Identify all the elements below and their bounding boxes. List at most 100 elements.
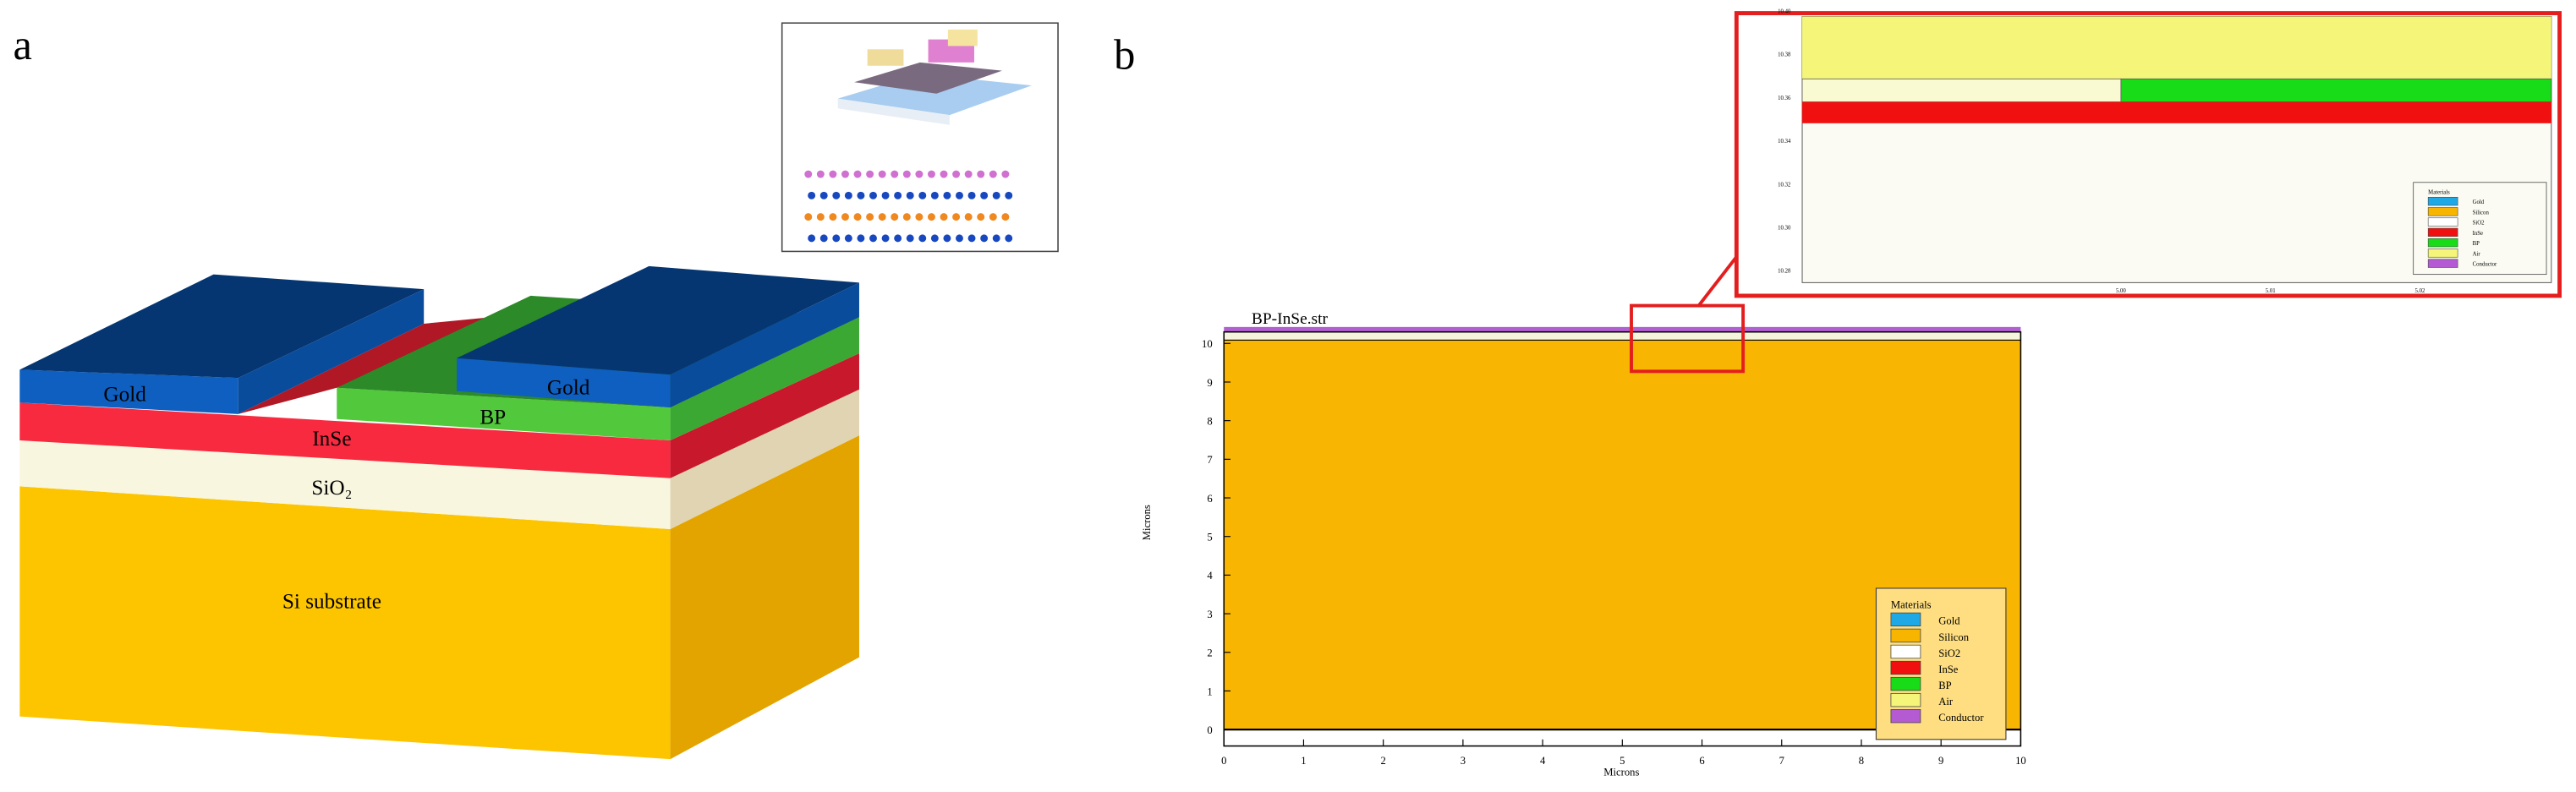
atom <box>980 191 989 199</box>
atom <box>902 170 911 178</box>
legend-title: Materials <box>2428 189 2450 195</box>
layer-label: Si substrate <box>282 589 381 613</box>
y-tick-label: 6 <box>1207 493 1212 505</box>
atom <box>906 191 914 199</box>
stack-layers <box>1223 331 2021 341</box>
atom <box>804 213 813 221</box>
legend-swatch <box>1890 692 1921 707</box>
atom <box>844 191 852 199</box>
atom <box>891 213 899 221</box>
atom <box>992 191 1000 199</box>
atom <box>940 213 948 221</box>
atom <box>940 170 948 178</box>
atom <box>808 191 816 199</box>
atom <box>819 191 828 199</box>
atom <box>989 170 997 178</box>
legend: Materials Gold Silicon SiO2 InSe BP Air Conduc… <box>1875 587 2007 740</box>
atom <box>881 191 890 199</box>
atom <box>1001 170 1010 178</box>
atom <box>832 234 841 243</box>
atom <box>927 170 935 178</box>
legend-swatch <box>1890 676 1921 691</box>
layer-label: Gold <box>103 382 146 406</box>
x-tick-label: 5.02 <box>2415 288 2425 294</box>
atom <box>980 234 989 243</box>
y-tick-label: 10.30 <box>1778 226 1791 232</box>
x-tick-label: 7 <box>1779 755 1784 767</box>
atom <box>915 170 924 178</box>
atom <box>902 213 911 221</box>
legend-label: Silicon <box>2473 210 2490 216</box>
atom <box>866 213 874 221</box>
x-tick-label: 8 <box>1859 755 1864 767</box>
atom <box>956 191 963 199</box>
atom <box>819 234 828 243</box>
x-tick-label: 5 <box>1620 755 1625 767</box>
legend-swatch <box>1890 612 1921 627</box>
zoom-inset: 10.28 10.30 10.32 10.34 10.36 10.38 10.40 5.00 5… <box>1734 9 2562 298</box>
legend-label: InSe <box>2473 231 2483 237</box>
layer-label: BP <box>480 406 506 429</box>
x-tick-label: 5.01 <box>2266 288 2276 294</box>
atom <box>853 170 862 178</box>
atom <box>952 170 961 178</box>
atom <box>977 170 985 178</box>
legend-swatch <box>1890 660 1921 675</box>
conductor-layer <box>1224 326 2021 332</box>
legend-label: Gold <box>2473 199 2485 205</box>
legend-label: BP <box>1938 680 1951 691</box>
atom <box>878 170 886 178</box>
y-tick-label: 10.40 <box>1778 9 1791 15</box>
y-tick-label: 5 <box>1207 532 1212 543</box>
atom <box>964 170 973 178</box>
atom <box>816 213 825 221</box>
atom <box>891 170 899 178</box>
x-tick-label: 2 <box>1381 755 1386 767</box>
x-tick-label: 3 <box>1461 755 1466 767</box>
legend-swatch <box>2427 249 2458 258</box>
atom <box>964 213 973 221</box>
atom <box>1005 234 1013 243</box>
y-tick-label: 10.34 <box>1778 139 1791 145</box>
legend-label: InSe <box>1938 664 1959 675</box>
layer-label: SiO₂ <box>311 476 352 500</box>
atom <box>918 191 927 199</box>
y-tick-label: 10.28 <box>1778 269 1791 275</box>
legend-label: Conductor <box>2473 262 2497 268</box>
legend-swatch <box>2427 238 2458 248</box>
atom <box>906 234 914 243</box>
legend-label: Silicon <box>1938 631 1969 643</box>
y-tick-label: 1 <box>1207 685 1212 697</box>
inset-image <box>781 22 1059 253</box>
atom <box>992 234 1000 243</box>
x-tick-label: 1 <box>1301 755 1306 767</box>
y-tick-label: 8 <box>1207 416 1212 428</box>
x-tick-label: 9 <box>1938 755 1943 767</box>
atom <box>1001 213 1010 221</box>
atom <box>857 234 865 243</box>
atom <box>808 234 816 243</box>
atom <box>930 191 939 199</box>
legend-title: Materials <box>1891 598 1932 610</box>
y-tick-label: 4 <box>1207 570 1213 582</box>
y-tick-label: 10.38 <box>1778 52 1791 58</box>
atom <box>930 234 939 243</box>
y-tick-label: 9 <box>1207 377 1212 389</box>
atom <box>943 191 951 199</box>
y-tick-label: 10.36 <box>1778 96 1791 101</box>
atom <box>894 234 902 243</box>
atom <box>881 234 890 243</box>
atom <box>866 170 874 178</box>
device-3d <box>19 265 859 760</box>
layer-label: InSe <box>312 427 351 451</box>
legend-label: Air <box>1938 696 1954 707</box>
atom <box>853 213 862 221</box>
x-tick-label: 0 <box>1221 755 1226 767</box>
panel-label: a <box>14 21 32 68</box>
legend-swatch <box>1890 628 1921 643</box>
x-axis-label: Microns <box>1603 767 1639 778</box>
legend-label: SiO2 <box>1938 647 1960 659</box>
atom <box>869 234 877 243</box>
atom <box>927 213 935 221</box>
